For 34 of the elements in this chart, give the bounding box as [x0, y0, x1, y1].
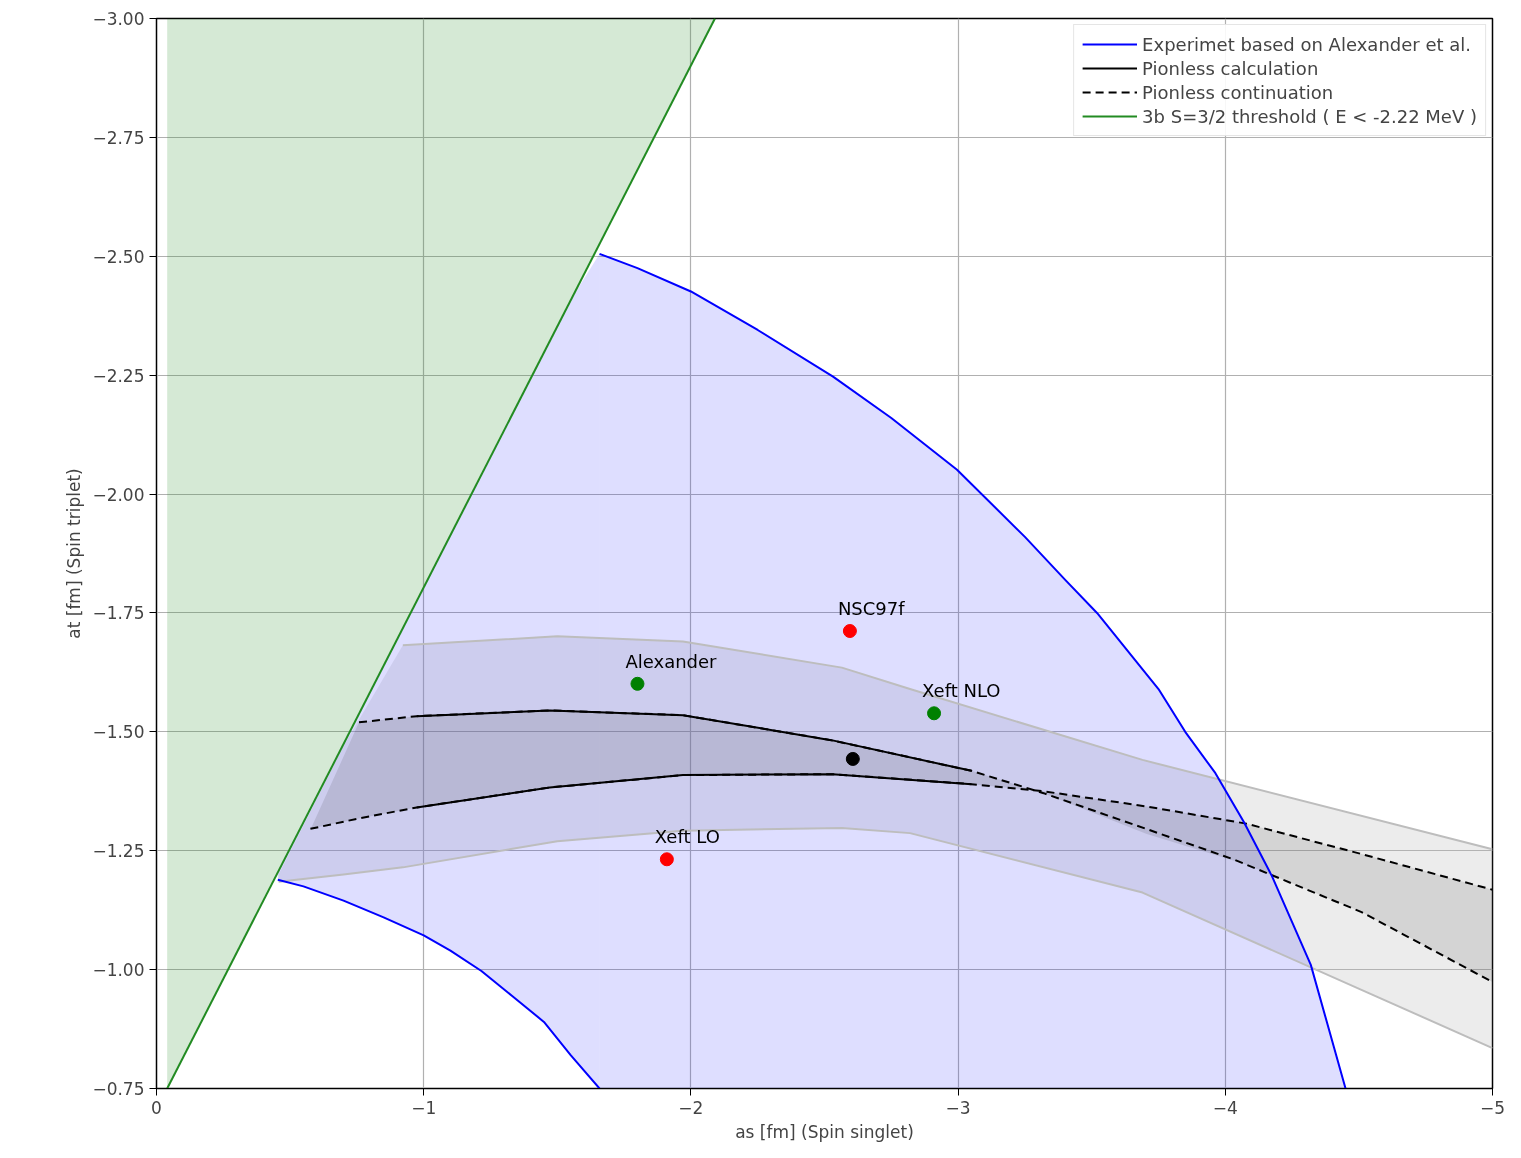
- point: [842, 624, 857, 638]
- x-tick-label: −3: [945, 1097, 971, 1118]
- y-tick-label: −3.00: [92, 9, 145, 29]
- y-tick-label: −0.75: [92, 1079, 145, 1099]
- point: [630, 676, 645, 691]
- y-tick-label: −2.25: [92, 365, 145, 386]
- point: [927, 706, 942, 721]
- y-axis-title: at [fm] (Spin triplet): [64, 468, 85, 639]
- annotation: Xeft NLO: [922, 680, 1001, 702]
- line-series: [401, 635, 1493, 851]
- y-tick-label: −1.75: [92, 603, 145, 624]
- x-tick-label: −4: [1212, 1097, 1238, 1118]
- y-tick-label: −1.25: [92, 841, 145, 862]
- x-axis-title: as [fm] (Spin singlet): [735, 1121, 914, 1142]
- legend-label: Pionless calculation: [1142, 57, 1319, 79]
- legend-label: 3b S=3/2 threshold ( E < -2.22 MeV ): [1142, 105, 1477, 127]
- y-tick-label: −1.50: [92, 722, 145, 743]
- y-tick-label: −2.50: [92, 246, 145, 267]
- y-tick-label: −1.00: [92, 960, 145, 981]
- legend-label: Pionless continuation: [1142, 81, 1334, 103]
- x-tick-label: −5: [1479, 1097, 1506, 1118]
- annotation: Alexander: [625, 650, 718, 672]
- line-series: [277, 826, 1493, 1050]
- annotation: NSC97f: [837, 598, 906, 620]
- line-series: [276, 878, 601, 1089]
- y-tick-label: −2.75: [92, 127, 145, 148]
- y-tick-label: −2.00: [92, 484, 145, 505]
- legend-label: Experimet based on Alexander et al.: [1142, 33, 1472, 55]
- annotation: Xeft LO: [654, 826, 720, 848]
- x-tick-label: −1: [411, 1097, 437, 1118]
- x-tick-label: 0: [151, 1097, 162, 1118]
- point: [659, 852, 674, 867]
- x-tick-label: −2: [678, 1097, 704, 1118]
- point: [845, 751, 860, 766]
